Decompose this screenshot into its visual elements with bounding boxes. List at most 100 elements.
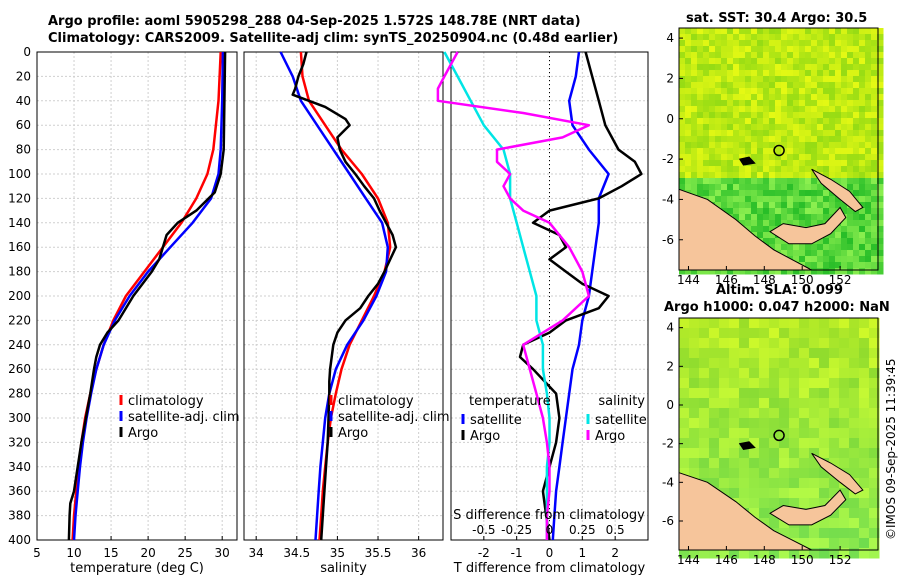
map-cell	[789, 478, 800, 489]
map-cell	[709, 268, 716, 275]
y-tick-label: 260	[8, 362, 31, 376]
map-cell	[859, 130, 866, 137]
map-frame	[678, 317, 879, 551]
map-cell	[721, 82, 728, 89]
map-cell	[703, 52, 710, 59]
map-cell	[859, 508, 870, 519]
map-cell	[841, 250, 848, 257]
map-cell	[733, 172, 740, 179]
map-cell	[733, 214, 740, 221]
map-cell	[799, 184, 806, 191]
map-cell	[871, 232, 878, 239]
map-cell	[853, 142, 860, 149]
map-cell	[685, 76, 692, 83]
map-x-tick-label: 150	[791, 553, 814, 567]
map-cell	[751, 214, 758, 221]
map-cell	[865, 28, 872, 35]
map-cell	[787, 88, 794, 95]
map-cell	[805, 118, 812, 125]
map-cell	[805, 34, 812, 41]
map-y-tick-label: -4	[662, 192, 674, 206]
map-cell	[865, 106, 872, 113]
map-cell	[779, 438, 790, 449]
map-cell	[871, 166, 878, 173]
map-cell	[769, 82, 776, 89]
map-cell	[853, 172, 860, 179]
map-cell	[709, 418, 720, 429]
map-cell	[829, 70, 836, 77]
map-cell	[739, 498, 750, 509]
map-cell	[799, 408, 810, 419]
map-cell	[775, 40, 782, 47]
map-cell	[799, 142, 806, 149]
map-cell	[841, 88, 848, 95]
map-cell	[757, 94, 764, 101]
map-cell	[859, 166, 866, 173]
map-cell	[829, 328, 840, 339]
map-cell	[757, 214, 764, 221]
map-cell	[865, 88, 872, 95]
map-cell	[679, 268, 686, 275]
map-cell	[709, 348, 720, 359]
map-cell	[751, 76, 758, 83]
map-cell	[727, 46, 734, 53]
map-cell	[865, 34, 872, 41]
map-cell	[781, 82, 788, 89]
map-cell	[715, 112, 722, 119]
map-cell	[697, 130, 704, 137]
map-cell	[769, 468, 780, 479]
x-tick-label: 1	[579, 546, 587, 560]
map-cell	[859, 256, 866, 263]
map-cell	[823, 76, 830, 83]
map-cell	[757, 82, 764, 89]
map-cell	[775, 100, 782, 107]
map-cell	[877, 40, 884, 47]
map-cell	[751, 184, 758, 191]
map-cell	[841, 160, 848, 167]
map-cell	[787, 154, 794, 161]
map-cell	[781, 220, 788, 227]
map-cell	[781, 166, 788, 173]
legend-label: climatology	[128, 394, 204, 409]
map-cell	[829, 318, 840, 329]
map-cell	[769, 166, 776, 173]
map-cell	[679, 52, 686, 59]
map-cell	[721, 118, 728, 125]
map-cell	[697, 106, 704, 113]
map-cell	[835, 256, 842, 263]
map-cell	[789, 408, 800, 419]
map-cell	[835, 268, 842, 275]
map-cell	[859, 458, 870, 469]
argo-location-marker	[773, 429, 785, 442]
map-cell	[841, 94, 848, 101]
map-cell	[809, 338, 820, 349]
map-cell	[769, 76, 776, 83]
map-cell	[847, 40, 854, 47]
map-cell	[691, 100, 698, 107]
map-cell	[829, 250, 836, 257]
map-cell	[679, 82, 686, 89]
x-tick-label: 25	[178, 546, 193, 560]
map-cell	[779, 548, 790, 559]
map-cell	[719, 348, 730, 359]
map-cell	[829, 100, 836, 107]
map-cell	[757, 184, 764, 191]
map-cell	[865, 46, 872, 53]
map-y-tick-label: 0	[666, 112, 674, 126]
map-cell	[739, 208, 746, 215]
map-cell	[853, 52, 860, 59]
map-cell	[699, 458, 710, 469]
map-cell	[769, 328, 780, 339]
map-cell	[841, 268, 848, 275]
map-cell	[793, 142, 800, 149]
map-cell	[721, 124, 728, 131]
map-cell	[805, 112, 812, 119]
map-cell	[817, 70, 824, 77]
map-cell	[709, 338, 720, 349]
map-cell	[699, 348, 710, 359]
map-cell	[859, 338, 870, 349]
map-cell	[793, 214, 800, 221]
map-cell	[809, 418, 820, 429]
map-cell	[871, 148, 878, 155]
